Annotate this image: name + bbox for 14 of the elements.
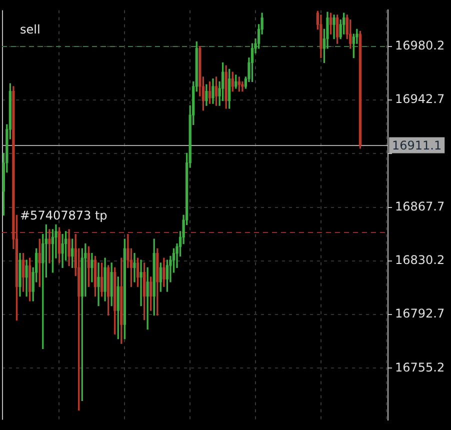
y-tick-label: 16830.2 [395,253,445,268]
candlestick [146,267,149,330]
y-tick-label: 16792.7 [395,306,445,321]
y-tick-label: 16755.2 [395,360,445,374]
y-tick-label: 16867.7 [395,199,445,214]
candlestick [48,229,51,264]
ref-line-label: 16911.1 [392,138,442,152]
y-tick-label: 16980.2 [395,38,445,53]
candlestick [133,253,136,282]
candlestick [97,262,100,306]
candlestick [140,260,142,306]
ref-line-label: #57407873 tp [20,208,108,222]
ref-line-label: sell [20,22,40,37]
y-tick-label: 16942.7 [395,92,445,106]
